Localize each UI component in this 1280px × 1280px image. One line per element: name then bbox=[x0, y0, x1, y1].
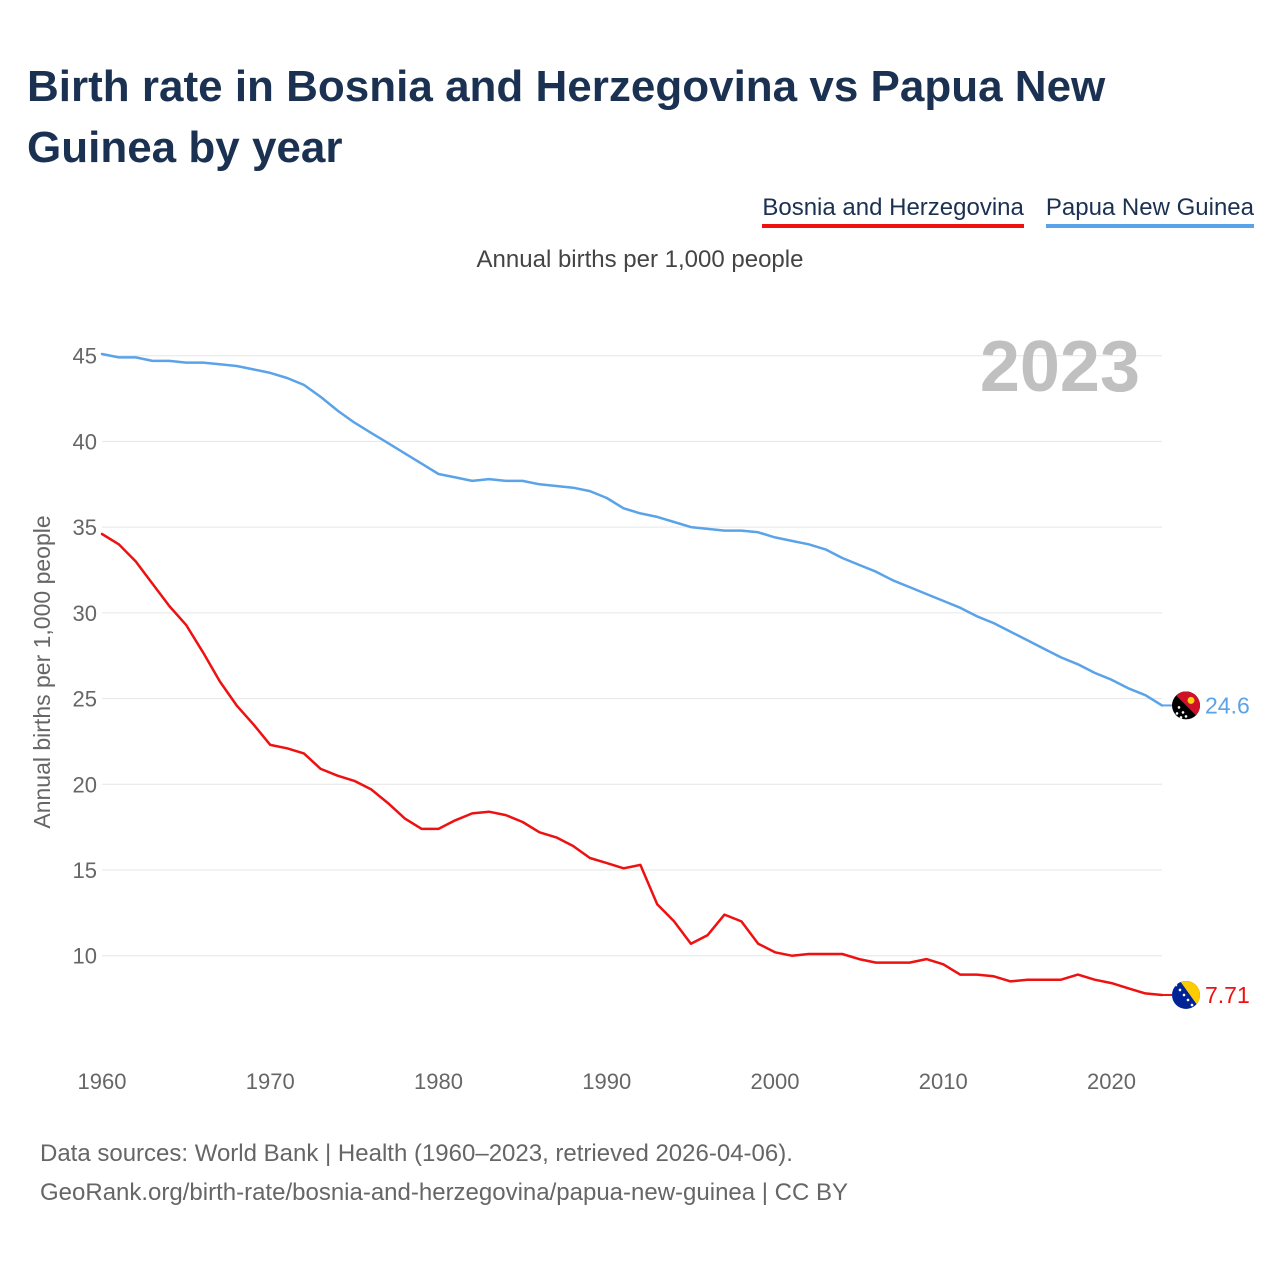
legend: Bosnia and Herzegovina Papua New Guinea bbox=[762, 194, 1254, 228]
y-tick-label: 45 bbox=[73, 344, 97, 369]
y-tick-label: 20 bbox=[73, 772, 97, 797]
attribution-text: GeoRank.org/birth-rate/bosnia-and-herzeg… bbox=[40, 1179, 849, 1206]
bosnia-and-herzegovina-flag bbox=[1172, 980, 1200, 1009]
flag-star bbox=[1175, 712, 1179, 715]
chart-title: Birth rate in Bosnia and Herzegovina vs … bbox=[27, 62, 1106, 172]
y-tick-label: 15 bbox=[73, 858, 97, 883]
y-tick-label: 25 bbox=[73, 687, 97, 712]
chart-subtitle: Annual births per 1,000 people bbox=[476, 246, 804, 273]
data-source-text: Data sources: World Bank | Health (1960–… bbox=[40, 1140, 793, 1167]
x-tick-label: 1980 bbox=[414, 1069, 463, 1094]
flag-star bbox=[1181, 711, 1185, 714]
footer: Data sources: World Bank | Health (1960–… bbox=[40, 1134, 848, 1212]
year-watermark: 2023 bbox=[980, 327, 1140, 407]
legend-item-bosnia[interactable]: Bosnia and Herzegovina bbox=[762, 194, 1024, 228]
flag-bird bbox=[1187, 696, 1195, 704]
x-tick-label: 1960 bbox=[78, 1069, 127, 1094]
flag-star bbox=[1178, 988, 1182, 992]
x-tick-label: 2010 bbox=[919, 1069, 968, 1094]
series-line-papua-new-guinea bbox=[100, 352, 1164, 707]
flag-star bbox=[1177, 706, 1181, 709]
x-tick-label: 1990 bbox=[582, 1069, 631, 1094]
y-tick-label: 40 bbox=[73, 429, 97, 454]
flag-star bbox=[1190, 1003, 1194, 1007]
y-tick-label: 35 bbox=[73, 515, 97, 540]
flag-star bbox=[1186, 998, 1190, 1002]
line-chart: 10 15 20 25 30 35 40 45 1960 1970 1980 1990 2000 2010… bbox=[29, 327, 1250, 1094]
end-value-label-bosnia-and-herzegovina: 7.71 bbox=[1205, 982, 1250, 1008]
flag-star bbox=[1179, 716, 1183, 719]
x-tick-label: 2000 bbox=[751, 1069, 800, 1094]
papua-new-guinea-flag bbox=[1172, 691, 1200, 720]
legend-item-papua-new-guinea[interactable]: Papua New Guinea bbox=[1045, 194, 1254, 228]
y-axis-label: Annual births per 1,000 people bbox=[29, 515, 55, 828]
y-tick-label: 30 bbox=[73, 601, 97, 626]
flag-star bbox=[1184, 715, 1188, 718]
x-tick-label: 1970 bbox=[246, 1069, 295, 1094]
y-tick-label: 10 bbox=[73, 944, 97, 969]
x-tick-label: 2020 bbox=[1087, 1069, 1136, 1094]
flag-triangle-yellow bbox=[1180, 980, 1200, 1009]
flag-star bbox=[1174, 983, 1178, 987]
series-line-bosnia-and-herzegovina bbox=[100, 532, 1164, 997]
end-value-label-papua-new-guinea: 24.6 bbox=[1205, 692, 1250, 718]
flag-star bbox=[1182, 993, 1186, 997]
